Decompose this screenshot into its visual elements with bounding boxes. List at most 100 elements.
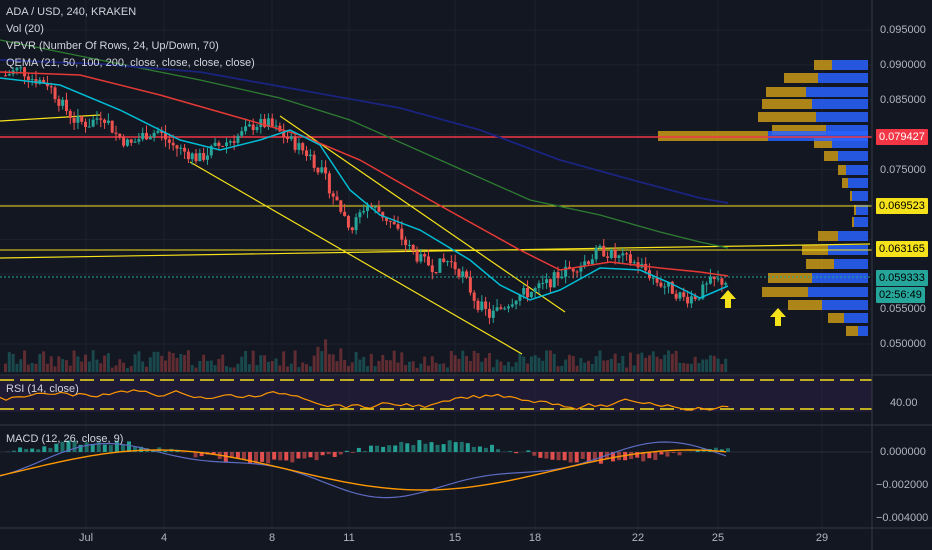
volume-bar <box>122 362 126 372</box>
volume-bar <box>609 358 613 372</box>
candle-body <box>663 286 667 288</box>
candle-body <box>678 292 682 299</box>
price-axis-label: 0.085000 <box>880 94 926 106</box>
volume-bar <box>636 354 640 372</box>
volume-bar <box>316 346 320 372</box>
volume-bar <box>202 354 206 372</box>
volume-bar <box>465 355 469 372</box>
volume-bar <box>602 360 606 372</box>
trendline <box>189 161 523 355</box>
price-axis-label: 0.095000 <box>880 24 926 36</box>
candle-body <box>468 277 472 293</box>
volume-bar <box>430 356 434 372</box>
macd-histogram-bar <box>538 452 543 458</box>
candle-body <box>598 245 602 248</box>
vpvr-bar-down <box>766 87 806 97</box>
vpvr-bar-down <box>768 273 812 283</box>
volume-bar <box>57 356 61 372</box>
volume-bar <box>362 356 366 372</box>
macd-signal-line <box>0 449 727 491</box>
macd-histogram-bar <box>24 448 29 452</box>
macd-histogram-bar <box>453 442 458 452</box>
candle-body <box>655 277 659 283</box>
candle-body <box>350 227 354 231</box>
vpvr-bar-up <box>822 300 868 310</box>
candle-body <box>526 287 530 298</box>
macd-histogram-bar <box>411 445 416 452</box>
time-axis-label: 25 <box>711 532 725 544</box>
vpvr-bar-up <box>834 259 868 269</box>
vpvr-bar-up <box>826 125 868 135</box>
rsi-line <box>0 389 729 411</box>
volume-bar <box>606 360 610 372</box>
candle-body <box>30 79 34 81</box>
volume-bar <box>19 359 23 372</box>
indicator-qema[interactable]: QEMA (21, 50, 100, 200, close, close, cl… <box>6 57 255 69</box>
candle-body <box>628 254 632 264</box>
volume-bar <box>697 363 701 372</box>
candle-body <box>225 142 229 146</box>
volume-bar <box>118 359 122 372</box>
candle-body <box>106 120 110 123</box>
volume-bar <box>598 350 602 372</box>
volume-bar <box>506 361 510 372</box>
candle-body <box>621 253 625 256</box>
candle-body <box>49 86 53 88</box>
volume-bar <box>487 352 491 372</box>
symbol-title[interactable]: ADA / USD, 240, KRAKEN <box>6 6 137 18</box>
macd-histogram-bar <box>193 452 198 458</box>
macd-title[interactable]: MACD (12, 26, close, 9) <box>6 433 124 445</box>
volume-bar <box>228 367 232 372</box>
indicator-vpvr[interactable]: VPVR (Number Of Rows, 24, Up/Down, 70) <box>6 40 219 52</box>
volume-bar <box>659 359 663 372</box>
macd-histogram-bar <box>54 443 59 452</box>
vpvr-bar-down <box>828 313 844 323</box>
vpvr-bar-up <box>854 217 868 227</box>
macd-histogram-bar <box>447 440 452 452</box>
macd-histogram-bar <box>641 452 646 462</box>
macd-histogram-bar <box>284 452 289 461</box>
macd-histogram-bar <box>399 441 404 452</box>
candle-body <box>263 118 267 128</box>
candle-body <box>23 67 27 77</box>
candle-body <box>366 206 369 211</box>
candle-body <box>137 139 141 142</box>
vpvr-bar-down <box>788 300 822 310</box>
volume-bar <box>103 355 107 372</box>
volume-bar <box>327 354 331 372</box>
volume-bar <box>61 359 65 372</box>
macd-histogram-bar <box>550 452 555 460</box>
candle-body <box>190 153 194 160</box>
volume-bar <box>247 364 251 372</box>
volume-bar <box>263 355 267 372</box>
volume-bar <box>701 359 705 372</box>
volume-bar <box>7 352 11 372</box>
candle-body <box>689 296 693 304</box>
volume-bar <box>175 358 179 372</box>
price-axis-label: 0.055000 <box>880 303 926 315</box>
volume-bar <box>282 351 286 372</box>
volume-bar <box>213 365 217 372</box>
volume-bar <box>320 351 324 372</box>
volume-bar <box>236 363 240 372</box>
vpvr-bar-up <box>856 205 868 215</box>
rsi-title[interactable]: RSI (14, close) <box>6 383 79 395</box>
volume-bar <box>366 366 369 372</box>
candle-body <box>160 130 164 134</box>
indicator-vol[interactable]: Vol (20) <box>6 23 44 35</box>
macd-histogram-bar <box>375 445 380 452</box>
volume-bar <box>164 360 168 372</box>
volume-bar <box>110 367 114 372</box>
volume-bar <box>255 365 259 372</box>
vpvr-bar-up <box>812 273 868 283</box>
volume-bar <box>133 354 137 372</box>
macd-histogram-bar <box>108 445 113 452</box>
time-axis-label: 11 <box>343 532 355 544</box>
candle-body <box>91 119 95 127</box>
macd-axis-label: 0.000000 <box>880 446 926 458</box>
volume-bar <box>434 362 438 372</box>
macd-histogram-bar <box>387 445 392 452</box>
macd-histogram-bar <box>574 452 579 463</box>
price-axis-label: 0.090000 <box>880 59 926 71</box>
